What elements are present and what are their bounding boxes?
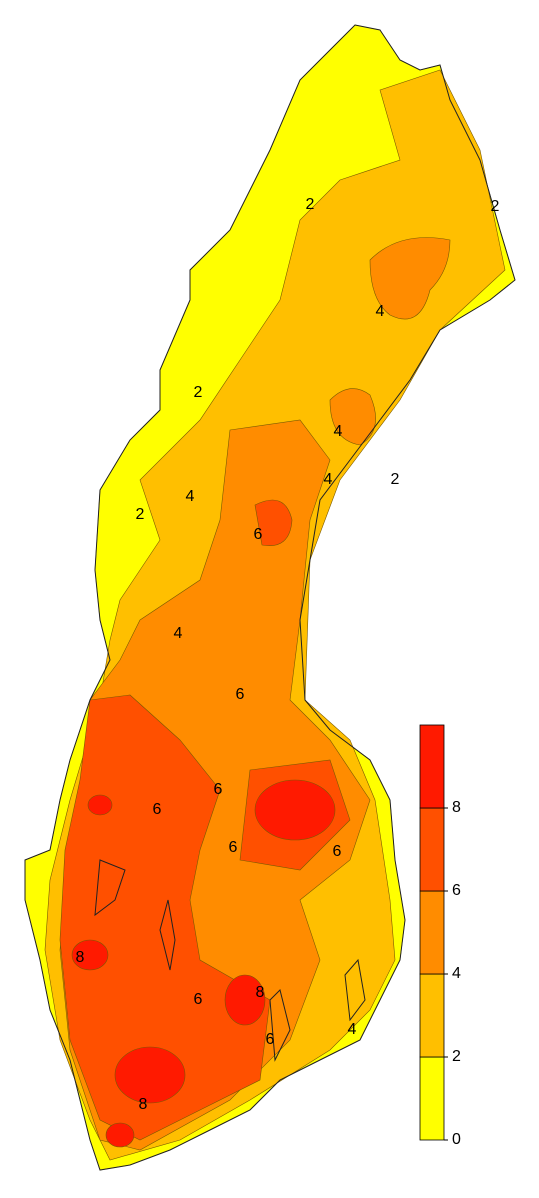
contour-label: 4 xyxy=(174,625,183,642)
legend-swatch xyxy=(419,1056,445,1141)
contour-label: 4 xyxy=(324,471,333,488)
legend-tick-label: 2 xyxy=(452,1048,461,1065)
contour-label: 4 xyxy=(348,1021,357,1038)
sweden-map xyxy=(24,24,516,1171)
legend-tick-label: 4 xyxy=(452,965,461,982)
region-8-10 xyxy=(224,974,266,1026)
contour-label: 2 xyxy=(136,506,145,523)
contour-label: 4 xyxy=(334,423,343,440)
region-8-10 xyxy=(105,1122,135,1148)
contour-label: 6 xyxy=(266,1031,275,1048)
contour-label: 6 xyxy=(254,526,263,543)
legend-swatch xyxy=(419,724,445,809)
legend-swatch xyxy=(419,807,445,892)
legend-tick-label: 0 xyxy=(452,1131,461,1148)
lake xyxy=(94,859,126,917)
region-8-10 xyxy=(114,1046,186,1104)
contour-label: 2 xyxy=(306,196,315,213)
contour-label: 6 xyxy=(153,801,162,818)
color-legend: 0 2 4 6 8 xyxy=(419,724,461,1148)
contour-label: 8 xyxy=(76,949,85,966)
region-6-8 xyxy=(59,694,271,1141)
legend-swatch xyxy=(419,973,445,1058)
legend-tick-label: 8 xyxy=(452,799,461,816)
island xyxy=(269,989,291,1062)
contour-label: 8 xyxy=(256,984,265,1001)
contour-label: 8 xyxy=(139,1096,148,1113)
contour-label: 4 xyxy=(376,303,385,320)
contour-label: 2 xyxy=(391,471,400,488)
contour-label: 6 xyxy=(214,781,223,798)
region-4-6 xyxy=(369,237,451,320)
contour-label: 2 xyxy=(194,384,203,401)
region-8-10 xyxy=(71,779,336,1148)
contour-label: 2 xyxy=(491,198,500,215)
legend-swatch xyxy=(419,890,445,975)
island xyxy=(344,958,366,1022)
legend-tick-label: 6 xyxy=(452,882,461,899)
contour-label: 6 xyxy=(333,843,342,860)
region-8-10 xyxy=(87,794,113,816)
contour-label: 6 xyxy=(194,991,203,1008)
contour-labels: 2 2 2 2 2 4 4 4 4 4 4 6 6 6 6 6 6 6 6 8 8 8 xyxy=(76,196,500,1113)
contour-label: 6 xyxy=(236,686,245,703)
region-8-10 xyxy=(71,939,109,971)
coastline xyxy=(24,24,516,1171)
contour-label: 4 xyxy=(186,488,195,505)
lake xyxy=(159,899,176,971)
contour-label: 6 xyxy=(229,839,238,856)
region-8-10 xyxy=(254,779,336,841)
region-6-8 xyxy=(254,499,293,547)
